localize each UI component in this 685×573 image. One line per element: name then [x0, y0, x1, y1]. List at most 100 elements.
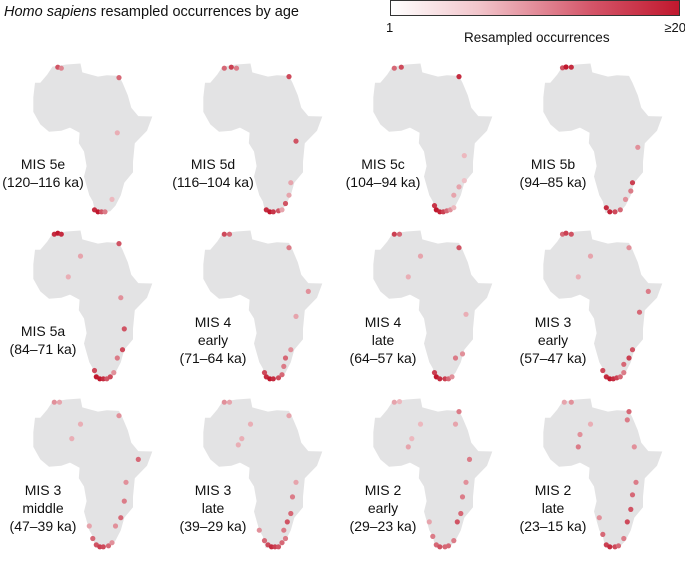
- color-legend: 1 ≥20 Resampled occurrences: [386, 0, 685, 50]
- africa-landmass: [203, 398, 323, 548]
- panel-label: MIS 5a (84–71 ka): [0, 322, 88, 358]
- panel-label-line: (94–85 ka): [519, 174, 587, 190]
- occurrence-point: [417, 421, 424, 427]
- occurrence-point: [226, 231, 233, 237]
- occurrence-point: [279, 540, 285, 546]
- occurrence-point: [221, 65, 227, 71]
- panel-label-line: (84–71 ka): [9, 341, 77, 357]
- occurrence-point: [239, 436, 245, 442]
- map-panel: MIS 5e (120–116 ka): [0, 58, 170, 238]
- occurrence-point: [645, 288, 651, 294]
- occurrence-point: [391, 231, 397, 237]
- occurrence-point: [568, 399, 574, 405]
- occurrence-point: [51, 399, 57, 405]
- occurrence-point: [282, 535, 289, 542]
- panel-label-line: (116–104 ka): [172, 174, 254, 190]
- map-panel: MIS 2 early (29–23 ka): [340, 393, 510, 573]
- occurrence-point: [405, 274, 411, 280]
- panel-label-line: MIS 4: [364, 314, 402, 330]
- occurrence-point: [437, 376, 443, 382]
- occurrence-point: [112, 523, 119, 529]
- occurrence-point: [293, 479, 299, 485]
- occurrence-point: [596, 515, 602, 521]
- occurrence-point: [449, 374, 455, 380]
- occurrence-point: [587, 253, 594, 259]
- occurrence-point: [90, 535, 96, 542]
- africa-landmass: [373, 230, 493, 380]
- panel-label-line: MIS 5c: [361, 156, 405, 172]
- panel-label-line: (57–47 ka): [519, 350, 587, 366]
- occurrence-point: [445, 543, 452, 549]
- occurrence-point: [626, 409, 632, 415]
- occurrence-point: [116, 413, 122, 419]
- occurrence-point: [633, 479, 639, 485]
- occurrence-point: [617, 207, 623, 213]
- panel-label-line: early: [537, 332, 569, 348]
- africa-landmass: [33, 230, 153, 380]
- occurrence-point: [116, 241, 122, 247]
- panel-label: MIS 5e (120–116 ka): [0, 155, 88, 191]
- title-species: Homo sapiens: [4, 4, 97, 20]
- legend-title: Resampled occurrences: [464, 30, 610, 45]
- occurrence-point: [270, 376, 276, 382]
- africa-map: [33, 230, 153, 382]
- map-panel: MIS 4 early (71–64 ka): [170, 225, 340, 405]
- occurrence-point: [286, 245, 292, 251]
- map-panel: MIS 2 late (23–15 ka): [510, 393, 680, 573]
- occurrence-point: [391, 65, 397, 71]
- occurrence-point: [119, 347, 126, 353]
- occurrence-point: [293, 313, 299, 319]
- occurrence-point: [617, 374, 623, 380]
- occurrence-point: [102, 209, 108, 215]
- map-panel: MIS 3 late (39–29 ka): [170, 393, 340, 573]
- panel-label-line: early: [197, 332, 229, 348]
- occurrence-point: [282, 355, 289, 361]
- africa-map: [543, 63, 663, 215]
- occurrence-point: [431, 203, 438, 209]
- panel-label-line: MIS 3: [24, 482, 62, 498]
- panel-label-line: MIS 5b: [530, 156, 576, 172]
- occurrence-point: [261, 370, 268, 376]
- occurrence-point: [437, 544, 443, 550]
- occurrence-point: [56, 399, 63, 405]
- occurrence-point: [561, 399, 567, 405]
- occurrence-point: [114, 130, 120, 136]
- occurrence-point: [282, 200, 289, 207]
- occurrence-point: [577, 431, 583, 438]
- africa-map: [203, 398, 323, 550]
- occurrence-point: [275, 544, 282, 550]
- occurrence-point: [391, 399, 397, 405]
- occurrence-point: [622, 196, 629, 202]
- occurrence-point: [65, 274, 71, 280]
- occurrence-point: [281, 363, 287, 369]
- panel-label: MIS 5d (116–104 ka): [168, 155, 258, 191]
- africa-landmass: [543, 230, 663, 380]
- africa-map: [543, 230, 663, 382]
- occurrence-point: [463, 311, 469, 317]
- occurrence-point: [607, 544, 613, 550]
- occurrence-point: [451, 538, 457, 544]
- occurrence-point: [77, 253, 84, 259]
- panel-label-line: (39–29 ka): [179, 518, 247, 534]
- occurrence-point: [288, 510, 294, 517]
- occurrence-point: [456, 74, 462, 80]
- occurrence-point: [456, 184, 462, 190]
- panel-label-line: late: [541, 500, 565, 516]
- occurrence-point: [575, 274, 581, 280]
- occurrence-point: [228, 64, 234, 70]
- occurrence-point: [116, 75, 122, 81]
- occurrence-point: [289, 494, 296, 500]
- panel-label-line: early: [367, 500, 399, 516]
- panel-label: MIS 2 early (29–23 ka): [338, 481, 428, 535]
- panel-label-line: (23–15 ka): [519, 518, 587, 534]
- occurrence-point: [624, 519, 630, 525]
- occurrence-point: [396, 399, 403, 405]
- panel-label: MIS 4 early (71–64 ka): [168, 313, 258, 367]
- occurrence-point: [600, 367, 606, 374]
- occurrence-point: [452, 355, 459, 361]
- occurrence-point: [568, 231, 574, 237]
- africa-map: [373, 230, 493, 382]
- occurrence-point: [568, 64, 574, 70]
- occurrence-point: [118, 515, 124, 521]
- panel-label-line: (120–116 ka): [2, 174, 84, 190]
